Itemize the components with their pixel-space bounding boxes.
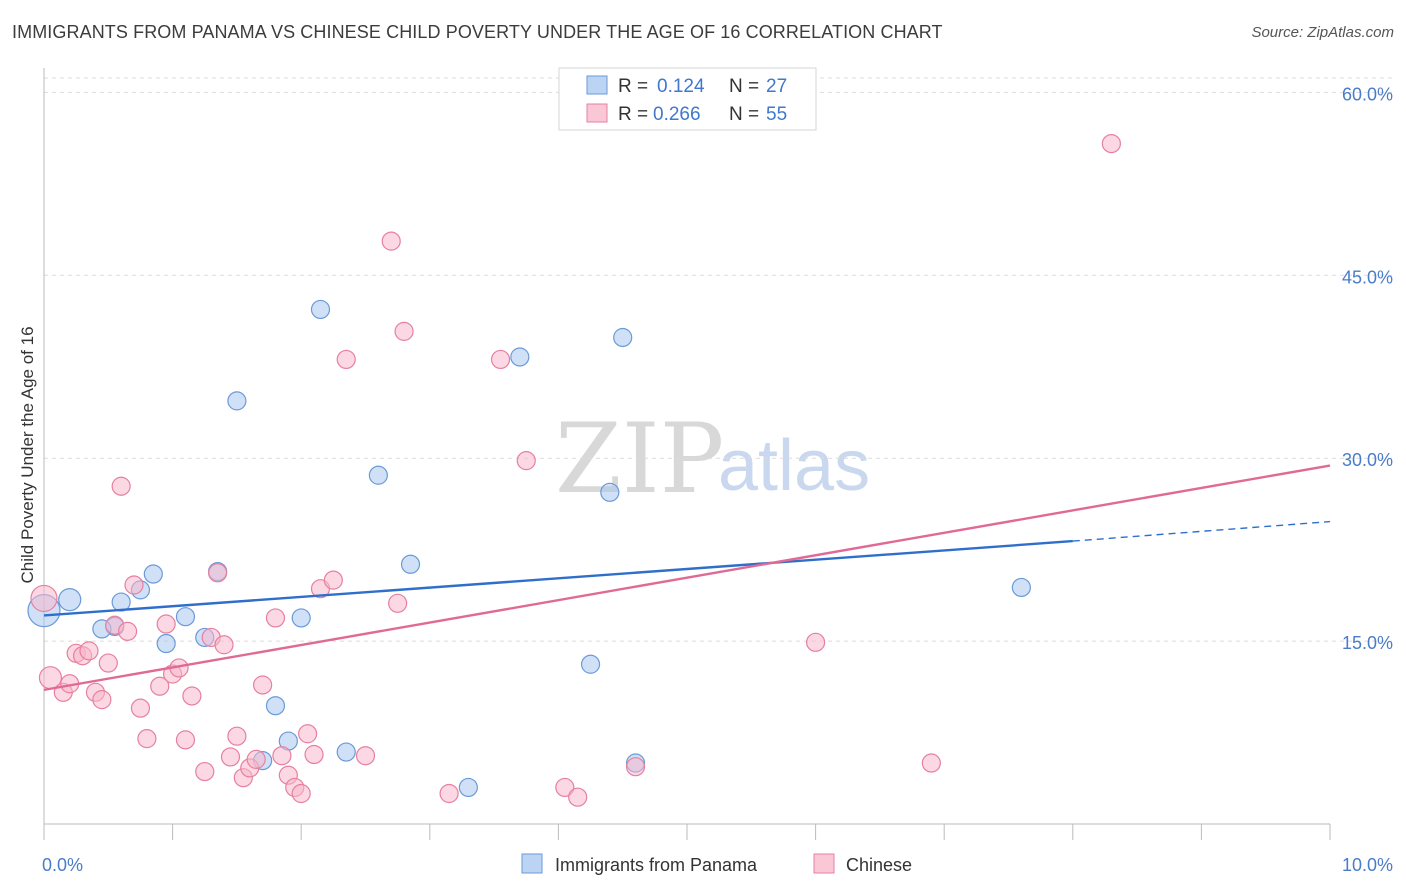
trend-line-extension-0	[1072, 520, 1331, 542]
point-0-15	[291, 608, 311, 628]
point-1-37	[298, 724, 318, 744]
x-tick-label-0: 0.0%	[42, 855, 83, 875]
watermark-zip: ZIP	[555, 403, 724, 515]
bottom-legend-label-chinese: Chinese	[846, 855, 912, 875]
point-1-20	[175, 730, 196, 750]
point-1-42	[355, 746, 376, 766]
point-0-8	[175, 607, 196, 627]
point-0-13	[265, 696, 286, 716]
point-1-38	[304, 744, 324, 765]
point-1-26	[220, 747, 241, 767]
point-0-6	[143, 564, 163, 584]
point-1-44	[388, 593, 408, 613]
bottom-legend-swatch-chinese	[813, 853, 835, 874]
trend-line-1	[43, 464, 1331, 692]
point-0-23	[600, 482, 620, 502]
point-1-32	[265, 608, 286, 628]
point-1-40	[323, 570, 343, 590]
source-credit: Source: ZipAtlas.com	[1251, 24, 1394, 41]
chart-title: IMMIGRANTS FROM PANAMA VS CHINESE CHILD …	[12, 22, 943, 42]
axes	[43, 68, 1331, 840]
point-1-45	[394, 321, 414, 341]
trend-layer	[43, 464, 1331, 692]
point-0-20	[458, 777, 478, 798]
point-1-21	[182, 686, 202, 706]
x-tick-label-1: 10.0%	[1342, 855, 1393, 875]
watermark-atlas: atlas	[718, 426, 870, 506]
legend-r-label-chinese: R =	[618, 104, 648, 125]
legend-r-label-panama: R =	[618, 76, 648, 97]
series-1	[30, 134, 1121, 807]
y-axis-label: Child Poverty Under the Age of 16	[18, 326, 37, 583]
point-1-24	[208, 563, 228, 583]
bottom-legend-swatch-panama	[521, 853, 543, 874]
point-1-17	[156, 614, 176, 634]
legend-n-value-panama: 27	[766, 76, 787, 97]
y-tick-label-1: 30.0%	[1342, 450, 1393, 470]
legend-box: R = 0.124 N = 27 R = 0.266 N = 55	[558, 67, 817, 131]
y-tick-label-3: 60.0%	[1342, 84, 1393, 104]
point-0-1	[58, 588, 82, 612]
point-1-27	[227, 726, 247, 746]
point-1-11	[111, 476, 131, 496]
point-1-15	[137, 729, 157, 749]
point-0-19	[400, 554, 421, 574]
legend-r-value-chinese: 0.266	[653, 104, 701, 125]
point-1-52	[805, 632, 826, 652]
point-1-43	[381, 231, 401, 251]
point-1-25	[214, 635, 234, 655]
point-1-41	[336, 349, 356, 370]
y-tick-label-0: 15.0%	[1342, 633, 1393, 653]
bottom-legend-label-panama: Immigrants from Panama	[555, 855, 758, 875]
y-tick-label-2: 45.0%	[1342, 267, 1393, 287]
legend-n-label-chinese: N =	[729, 104, 759, 125]
legend-r-value-panama: 0.124	[657, 76, 705, 97]
series-0	[27, 299, 1031, 798]
point-1-13	[124, 575, 144, 595]
trend-line-0	[43, 539, 1073, 617]
point-1-48	[516, 451, 536, 471]
point-1-49	[555, 777, 575, 798]
point-0-26	[1011, 577, 1031, 598]
point-1-0	[30, 584, 58, 613]
legend-swatch-chinese	[586, 103, 608, 123]
point-0-21	[510, 347, 530, 367]
bottom-legend: Immigrants from Panama Chinese	[521, 853, 912, 875]
point-0-7	[156, 633, 176, 654]
gridlines	[44, 77, 1392, 642]
point-0-17	[336, 742, 356, 762]
point-0-18	[368, 465, 388, 485]
series-layer	[27, 134, 1121, 807]
point-1-16	[150, 676, 170, 696]
point-0-11	[227, 391, 247, 411]
point-1-50	[568, 787, 588, 807]
point-1-36	[291, 783, 311, 804]
point-1-8	[92, 690, 112, 710]
point-1-47	[490, 349, 511, 370]
point-0-22	[580, 654, 601, 674]
point-1-9	[98, 653, 118, 673]
point-1-6	[79, 641, 99, 661]
legend-swatch-panama	[586, 75, 608, 95]
point-1-31	[253, 675, 273, 695]
point-1-12	[117, 621, 138, 641]
point-1-51	[625, 757, 646, 777]
point-1-30	[246, 749, 266, 769]
point-1-46	[439, 783, 459, 804]
tick-labels: 15.0% 30.0% 45.0% 60.0% 0.0% 10.0%	[42, 84, 1393, 875]
point-0-24	[613, 327, 633, 348]
point-1-33	[272, 746, 292, 766]
point-0-16	[310, 299, 331, 320]
point-1-22	[195, 761, 215, 782]
legend-n-label-panama: N =	[729, 76, 759, 97]
point-1-14	[130, 698, 151, 718]
point-1-53	[921, 753, 941, 773]
legend-n-value-chinese: 55	[766, 104, 787, 125]
watermark: ZIP atlas	[555, 403, 870, 515]
point-1-54	[1101, 134, 1121, 154]
